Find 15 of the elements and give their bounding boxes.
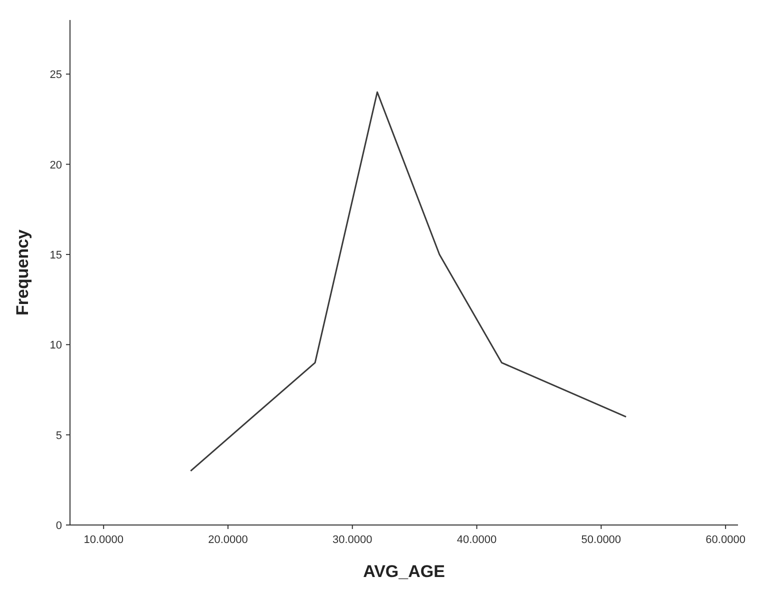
x-tick-label: 30.0000 bbox=[332, 534, 372, 546]
y-tick-label: 5 bbox=[56, 430, 62, 442]
y-tick-label: 20 bbox=[50, 159, 62, 172]
x-axis-title: AVG_AGE bbox=[363, 562, 445, 581]
line-series bbox=[190, 91, 627, 472]
y-tick-label: 0 bbox=[56, 520, 62, 532]
y-tick-label: 25 bbox=[50, 69, 62, 82]
x-tick-label: 10.0000 bbox=[84, 534, 124, 546]
x-tick-label: 60.0000 bbox=[706, 534, 746, 546]
x-tick-label: 40.0000 bbox=[456, 534, 497, 546]
y-axis-title: Frequency bbox=[13, 228, 32, 316]
x-tick-label: 20.0000 bbox=[208, 534, 248, 546]
x-tick-label: 50.0000 bbox=[581, 534, 622, 546]
y-tick-label: 10 bbox=[50, 340, 62, 352]
y-tick-label: 15 bbox=[50, 249, 62, 262]
